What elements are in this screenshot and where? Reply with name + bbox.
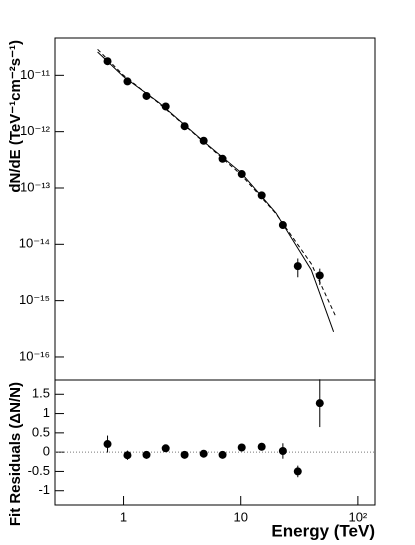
data-point (315, 271, 324, 280)
y-tick-label: 0 (43, 444, 50, 459)
data-point (218, 154, 227, 163)
data-point (142, 450, 151, 459)
data-point (199, 136, 208, 145)
fit-curve (97, 51, 335, 332)
y-tick-label: -0.5 (28, 463, 50, 478)
data-point (123, 451, 132, 460)
data-point (315, 399, 324, 408)
data-point (142, 91, 151, 100)
y-tick-label: 0.5 (32, 424, 50, 439)
y-tick-label: 10⁻¹⁵ (19, 292, 50, 307)
data-point (293, 467, 302, 476)
y-tick-label: 1 (43, 405, 50, 420)
data-point (199, 449, 208, 458)
data-point (123, 77, 132, 86)
data-point (161, 444, 170, 453)
data-point (180, 450, 189, 459)
data-point (218, 450, 227, 459)
data-point (237, 443, 246, 452)
data-point (161, 102, 170, 111)
data-point (180, 122, 189, 131)
y-tick-label: 10⁻¹¹ (20, 67, 51, 82)
x-tick-label: 10² (348, 509, 367, 524)
fit-curve (97, 48, 336, 316)
y-tick-label: -1 (38, 482, 50, 497)
data-point (278, 221, 287, 230)
data-point (103, 57, 112, 66)
data-point (293, 262, 302, 271)
y-axis-title: Fit Residuals (ΔN/N) (7, 382, 24, 526)
y-tick-label: 10⁻¹² (20, 123, 51, 138)
y-tick-label: 10⁻¹³ (20, 179, 51, 194)
data-point (278, 446, 287, 455)
data-point (237, 170, 246, 179)
plot-frame (54, 37, 376, 506)
y-tick-label: 10⁻¹⁶ (19, 348, 50, 363)
y-axis-title: dN/dE (TeV⁻¹cm⁻²s⁻¹) (7, 40, 24, 193)
data-point (257, 191, 266, 200)
x-axis-title: Energy (TeV) (271, 521, 375, 540)
y-tick-label: 10⁻¹⁴ (19, 236, 50, 251)
x-tick-label: 1 (120, 509, 127, 524)
y-tick-label: 1.5 (32, 386, 50, 401)
data-point (257, 442, 266, 451)
x-tick-label: 10 (233, 509, 247, 524)
data-point (103, 440, 112, 449)
